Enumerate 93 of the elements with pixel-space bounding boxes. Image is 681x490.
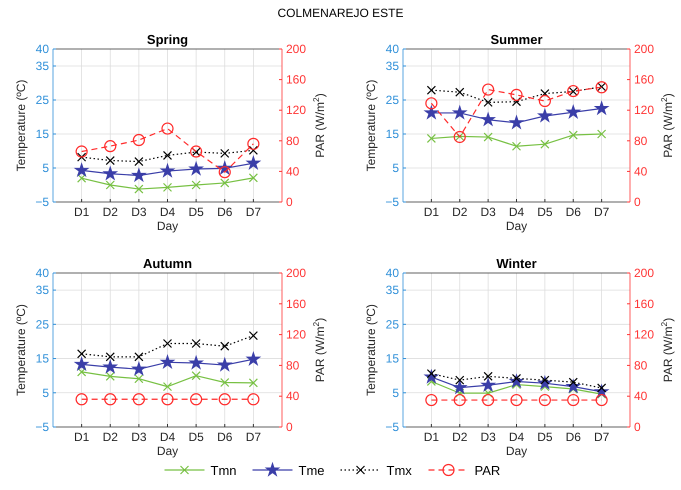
y-tick-label: −5 bbox=[385, 420, 400, 434]
y2-tick-label: 40 bbox=[286, 389, 300, 404]
chart-title: Autumn bbox=[142, 256, 192, 271]
y2-tick-label: 120 bbox=[634, 103, 654, 118]
y-tick-label: 5 bbox=[42, 161, 50, 175]
y2-tick-label: 200 bbox=[634, 266, 654, 280]
x-tick-label: D4 bbox=[508, 430, 524, 444]
y-tick-label: 40 bbox=[36, 42, 50, 56]
x-tick-label: D7 bbox=[594, 205, 610, 219]
x-tick-label: D5 bbox=[188, 430, 204, 444]
y-tick-label: 15 bbox=[386, 352, 400, 366]
y-tick-label: 15 bbox=[36, 352, 50, 366]
x-axis-title: Day bbox=[506, 219, 528, 233]
x-tick-label: D5 bbox=[188, 205, 204, 219]
y-tick-label: −5 bbox=[385, 195, 400, 209]
y2-tick-label: 40 bbox=[286, 164, 300, 178]
y-tick-label: −5 bbox=[35, 420, 50, 434]
y-tick-label: 40 bbox=[386, 42, 400, 56]
x-tick-label: D7 bbox=[246, 430, 262, 444]
x-axis-title: Day bbox=[506, 444, 528, 458]
y-axis-title: Temperature (ºC) bbox=[14, 80, 28, 172]
y2-tick-label: 160 bbox=[634, 72, 654, 87]
x-tick-label: D3 bbox=[131, 205, 147, 219]
legend-label: Tmn bbox=[210, 463, 236, 478]
y-axis-title: Temperature (ºC) bbox=[14, 304, 28, 396]
y-tick-label: 40 bbox=[36, 266, 50, 280]
x-tick-label: D2 bbox=[452, 205, 468, 219]
y2-tick-label: 160 bbox=[286, 72, 306, 87]
legend-label: Tme bbox=[298, 463, 324, 478]
y-tick-label: −5 bbox=[35, 195, 50, 209]
y2-tick-label: 80 bbox=[634, 358, 648, 372]
x-tick-label: D2 bbox=[102, 205, 118, 219]
y2-tick-label: 0 bbox=[634, 195, 641, 209]
y-tick-label: 35 bbox=[36, 59, 50, 73]
x-axis-title: Day bbox=[156, 219, 178, 233]
y-tick-label: 25 bbox=[36, 93, 50, 107]
chart-title: Summer bbox=[490, 32, 543, 47]
legend-label: PAR bbox=[474, 463, 500, 478]
y-tick-label: 25 bbox=[386, 93, 400, 107]
x-tick-label: D5 bbox=[537, 430, 553, 444]
y2-tick-label: 200 bbox=[286, 42, 306, 56]
y2-tick-label: 80 bbox=[286, 358, 300, 372]
y-tick-label: 5 bbox=[42, 386, 50, 400]
y2-tick-label: 120 bbox=[634, 328, 654, 342]
x-tick-label: D4 bbox=[160, 205, 176, 219]
x-tick-label: D3 bbox=[480, 430, 496, 444]
y2-tick-label: 160 bbox=[286, 296, 306, 311]
y2-tick-label: 40 bbox=[634, 164, 648, 178]
x-tick-label: D7 bbox=[246, 205, 262, 219]
y-axis-title: Temperature (ºC) bbox=[364, 80, 378, 172]
y-axis-title: Temperature (ºC) bbox=[364, 304, 378, 396]
chart-title: Spring bbox=[146, 32, 188, 47]
x-tick-label: D3 bbox=[480, 205, 496, 219]
x-tick-label: D6 bbox=[566, 430, 582, 444]
y2-tick-label: 0 bbox=[286, 420, 293, 434]
y-tick-label: 5 bbox=[392, 161, 400, 175]
y-tick-label: 25 bbox=[386, 317, 400, 332]
y2-tick-label: 200 bbox=[286, 266, 306, 280]
x-tick-label: D6 bbox=[217, 430, 233, 444]
x-tick-label: D1 bbox=[74, 205, 90, 219]
y2-tick-label: 200 bbox=[634, 42, 654, 56]
chart-title: Winter bbox=[496, 256, 537, 271]
x-tick-label: D4 bbox=[508, 205, 524, 219]
x-tick-label: D5 bbox=[537, 205, 553, 219]
y-tick-label: 15 bbox=[36, 127, 50, 141]
y2-tick-label: 40 bbox=[634, 389, 648, 404]
x-tick-label: D3 bbox=[131, 430, 147, 444]
x-tick-label: D4 bbox=[160, 430, 176, 444]
x-tick-label: D1 bbox=[424, 205, 440, 219]
x-tick-label: D6 bbox=[217, 205, 233, 219]
y2-tick-label: 0 bbox=[634, 420, 641, 434]
y-tick-label: 35 bbox=[36, 283, 50, 298]
y-tick-label: 40 bbox=[386, 266, 400, 280]
y-tick-label: 35 bbox=[386, 59, 400, 73]
x-tick-label: D1 bbox=[424, 430, 440, 444]
x-tick-label: D6 bbox=[566, 205, 582, 219]
y-tick-label: 5 bbox=[392, 386, 400, 400]
x-tick-label: D2 bbox=[102, 430, 118, 444]
y2-tick-label: 160 bbox=[634, 296, 654, 311]
y2-tick-label: 80 bbox=[634, 134, 648, 148]
x-axis-title: Day bbox=[156, 444, 178, 458]
x-tick-label: D1 bbox=[74, 430, 90, 444]
y-tick-label: 35 bbox=[386, 283, 400, 298]
x-tick-label: D2 bbox=[452, 430, 468, 444]
y2-tick-label: 120 bbox=[286, 103, 306, 118]
y-tick-label: 15 bbox=[386, 127, 400, 141]
text: COLMENAREJO ESTE bbox=[277, 6, 404, 20]
y-tick-label: 25 bbox=[36, 317, 50, 332]
x-tick-label: D7 bbox=[594, 430, 610, 444]
legend-label: Tmx bbox=[386, 463, 412, 478]
y2-tick-label: 80 bbox=[286, 134, 300, 148]
y2-tick-label: 0 bbox=[286, 195, 293, 209]
y2-tick-label: 120 bbox=[286, 328, 306, 342]
